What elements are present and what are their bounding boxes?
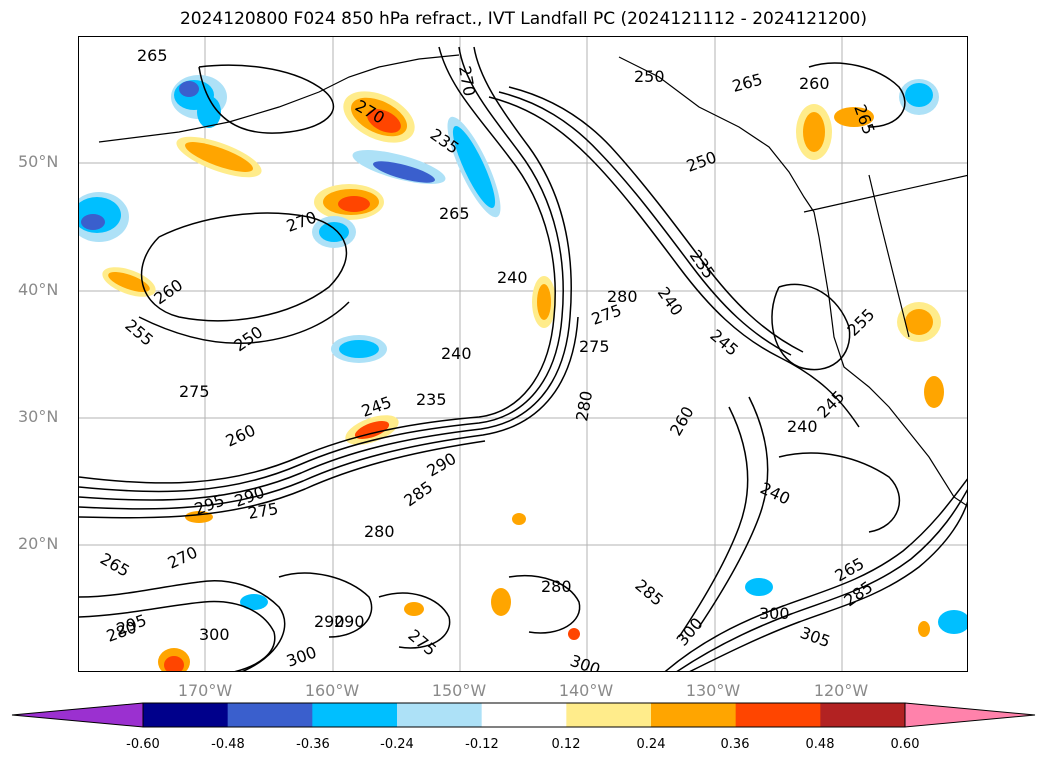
contour-label: 275 — [179, 382, 210, 401]
lon-label-150w: 150°W — [431, 681, 487, 700]
contour-label: 300 — [284, 642, 319, 670]
contour-label: 305 — [798, 623, 833, 651]
contour-label: 240 — [497, 268, 528, 287]
contour-label: 265 — [850, 102, 878, 137]
contour-label: 265 — [439, 204, 470, 223]
lat-label-50: 50°N — [18, 152, 59, 171]
contour-lines — [79, 46, 967, 671]
contour-label: 280 — [364, 522, 395, 541]
colorbar-tick: 0.36 — [720, 737, 750, 752]
map-panel: 265 270 270 260 265 265 250 270 265 260 … — [78, 36, 968, 672]
colorbar-tick: -0.12 — [465, 737, 499, 752]
colorbar-cells — [11, 702, 1036, 728]
contour-label: 250 — [634, 67, 665, 86]
contour-label: 245 — [813, 387, 848, 422]
contour-label: 275 — [246, 499, 279, 523]
contour-label: 290 — [314, 612, 345, 631]
contour-label: 285 — [631, 576, 667, 610]
chart-title: 2024120800 F024 850 hPa refract., IVT La… — [179, 9, 867, 29]
contour-label: 265 — [97, 549, 133, 581]
contour-label: 300 — [759, 604, 790, 623]
colorbar-cell — [566, 703, 652, 727]
contour-label: 280 — [607, 287, 638, 306]
lon-label-160w: 160°W — [304, 681, 360, 700]
colorbar-tick: 0.24 — [636, 737, 666, 752]
colorbar — [11, 702, 1036, 728]
contour-label: 260 — [666, 403, 698, 439]
contour-label: 300 — [199, 625, 230, 644]
colorbar-cell — [143, 703, 229, 727]
colorbar-cell — [227, 703, 313, 727]
colorbar-tick: 0.12 — [551, 737, 581, 752]
contour-label: 255 — [843, 305, 878, 340]
contour-label: 280 — [104, 617, 139, 645]
contour-label: 260 — [150, 275, 186, 308]
contour-label: 255 — [121, 316, 157, 350]
contour-label: 265 — [730, 70, 764, 96]
colorbar-cell — [735, 703, 821, 727]
colorbar-cell — [481, 703, 567, 727]
colorbar-cell — [651, 703, 737, 727]
contour-label: 290 — [424, 449, 460, 481]
contour-label: 240 — [654, 283, 687, 319]
coastline — [98, 54, 967, 507]
colorbar-cell — [397, 703, 483, 727]
colorbar-cell — [312, 703, 398, 727]
colorbar-extend-low — [11, 702, 144, 728]
colorbar-tick: -0.48 — [211, 737, 245, 752]
contour-label: 240 — [787, 417, 818, 436]
contour-label: 250 — [230, 322, 266, 355]
colorbar-tick: -0.24 — [380, 737, 414, 752]
contour-label: 265 — [137, 46, 168, 65]
contour-label: 250 — [684, 147, 719, 175]
contour-label: 285 — [400, 477, 436, 510]
lon-label-170w: 170°W — [177, 681, 233, 700]
lat-label-30: 30°N — [18, 407, 59, 426]
map-canvas: 265 270 270 260 265 265 250 270 265 260 … — [79, 37, 967, 672]
contour-label: 270 — [455, 64, 479, 97]
colorbar-cell — [820, 703, 906, 727]
lon-label-140w: 140°W — [558, 681, 614, 700]
colorbar-tick: -0.36 — [296, 737, 330, 752]
lon-label-130w: 130°W — [685, 681, 741, 700]
contour-label: 235 — [416, 390, 447, 409]
anomaly-shading — [79, 75, 967, 671]
contour-label: 275 — [404, 626, 440, 660]
colorbar-tick: 0.60 — [890, 737, 920, 752]
graticule — [79, 37, 967, 671]
contour-label: 260 — [799, 74, 830, 93]
contour-label: 280 — [541, 577, 572, 596]
colorbar-tick: -0.60 — [126, 737, 160, 752]
lon-label-120w: 120°W — [813, 681, 869, 700]
contour-label: 295 — [192, 490, 227, 518]
colorbar-extend-high — [904, 702, 1036, 728]
contour-label: 275 — [589, 300, 624, 328]
contour-label: 270 — [165, 542, 201, 572]
contour-label: 275 — [579, 337, 610, 356]
contour-label-group: 265 270 270 260 265 265 250 270 265 260 … — [97, 46, 879, 672]
lat-label-20: 20°N — [18, 534, 59, 553]
contour-label: 260 — [223, 420, 259, 450]
contour-label: 240 — [441, 344, 472, 363]
contour-label: 245 — [706, 326, 742, 360]
contour-label: 300 — [568, 651, 603, 672]
lat-label-40: 40°N — [18, 280, 59, 299]
contour-label: 290 — [334, 612, 365, 631]
colorbar-tick: 0.48 — [805, 737, 835, 752]
